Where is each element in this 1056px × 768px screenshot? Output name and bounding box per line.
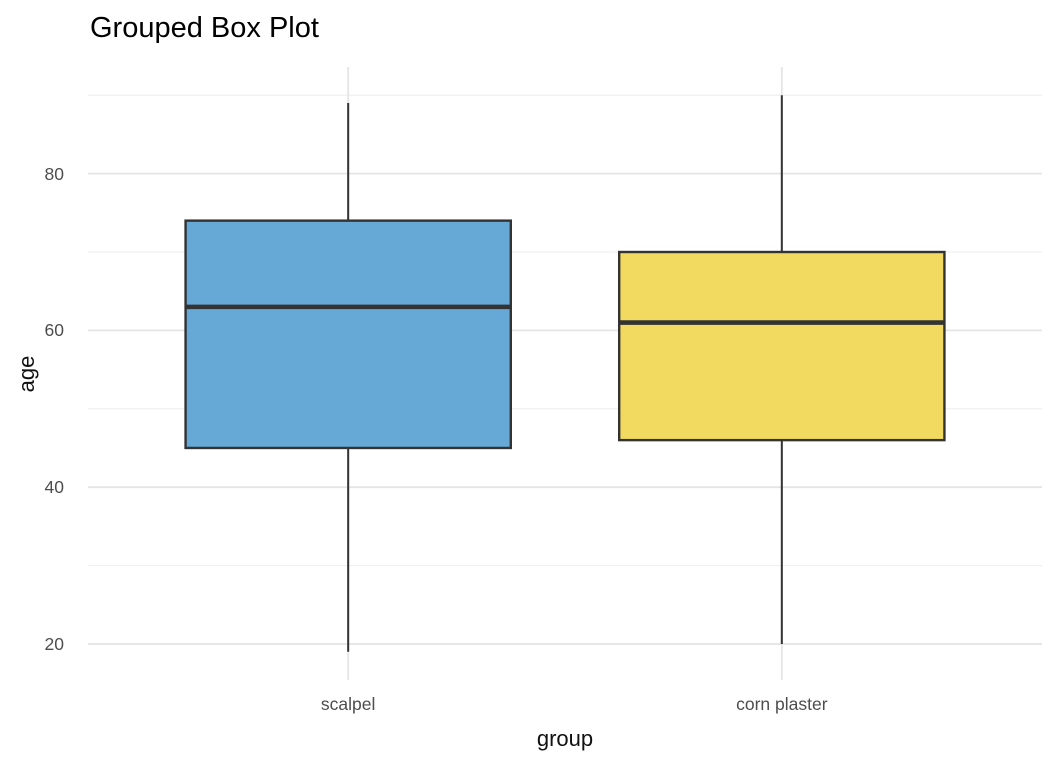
plot-panel [88,67,1042,680]
box-rect [618,250,946,442]
y-tick-label: 60 [44,320,64,341]
x-axis-title: group [536,726,594,751]
plot-title: Grouped Box Plot [90,12,319,44]
boxplot-graphic [88,67,1042,680]
y-axis-title: age [14,355,39,393]
box-rect [184,219,512,450]
y-tick-label: 80 [44,163,64,184]
x-tick-label: scalpel [320,694,376,714]
y-tick-label: 20 [44,633,64,654]
y-tick-label: 40 [44,477,64,498]
x-tick-label: corn plaster [736,694,828,714]
